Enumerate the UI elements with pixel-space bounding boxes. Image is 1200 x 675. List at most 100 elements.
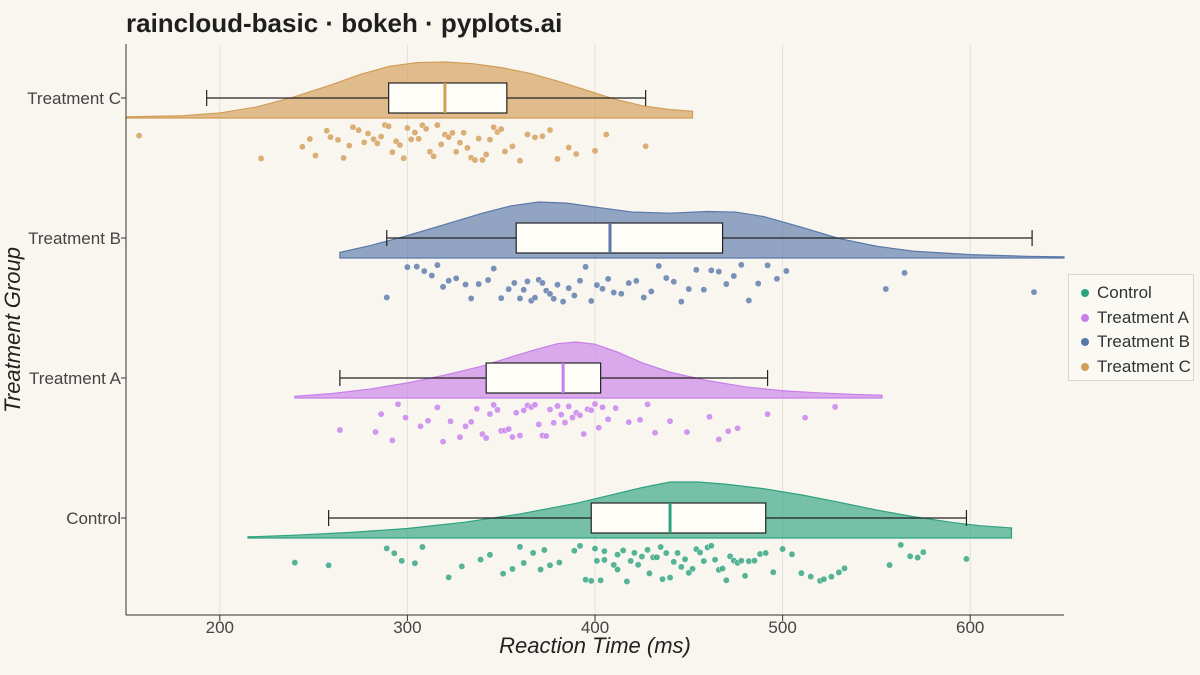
rain-point — [531, 133, 539, 141]
x-axis-title: Reaction Time (ms) — [499, 633, 691, 658]
rain-point — [396, 141, 404, 149]
rain-point — [644, 400, 651, 408]
rain-point — [662, 549, 670, 557]
rain-point — [700, 557, 708, 565]
rain-point — [597, 576, 605, 584]
rain-point — [630, 549, 638, 557]
rain-point — [452, 274, 460, 282]
rain-point — [651, 429, 659, 437]
rain-point — [471, 156, 479, 164]
rain-point — [439, 283, 447, 291]
rain-point — [835, 568, 843, 576]
rain-point — [625, 279, 633, 287]
rain-point — [383, 544, 391, 552]
rain-point — [388, 436, 396, 444]
rain-point — [587, 406, 595, 414]
rain-point — [565, 144, 573, 151]
rain-point — [411, 559, 419, 567]
rain-point — [312, 152, 319, 159]
rain-point — [674, 549, 681, 557]
rain-point — [726, 552, 734, 560]
rain-point — [734, 424, 742, 432]
rain-point — [559, 298, 567, 306]
rain-point — [512, 409, 520, 417]
legend-item[interactable]: Treatment C — [1081, 355, 1193, 380]
legend-label: Treatment C — [1097, 356, 1191, 376]
rain-point — [645, 569, 653, 577]
rain-point — [593, 557, 601, 565]
rain-point — [762, 549, 770, 557]
rain-point — [430, 152, 438, 160]
rain-point — [298, 143, 306, 151]
iqr-box — [590, 502, 767, 534]
rain-point — [593, 281, 601, 289]
legend-swatch — [1081, 289, 1089, 298]
rain-point — [467, 418, 475, 426]
rain-point — [897, 541, 905, 549]
rain-point — [539, 132, 546, 140]
rain-point — [591, 545, 599, 553]
rain-point — [388, 148, 396, 156]
rain-point — [724, 427, 732, 435]
rain-point — [600, 556, 608, 564]
rain-point — [535, 420, 543, 428]
rain-point — [478, 156, 486, 164]
rain-point — [417, 422, 424, 430]
rain-point — [722, 576, 730, 584]
rain-point — [820, 575, 828, 583]
x-tick-label: 500 — [768, 618, 796, 637]
rain-point — [437, 140, 445, 148]
rain-point — [632, 277, 640, 285]
rain-point — [546, 406, 554, 413]
rain-point — [524, 277, 531, 285]
legend-item[interactable]: Treatment B — [1081, 330, 1193, 355]
rain-point — [719, 565, 727, 573]
legend-swatch — [1081, 338, 1089, 347]
rain-point — [428, 272, 436, 280]
legend-item[interactable]: Treatment A — [1081, 306, 1193, 331]
rain-point — [364, 130, 372, 137]
rain-point — [460, 129, 468, 137]
rain-point — [529, 549, 537, 557]
rain-point — [462, 281, 470, 288]
rain-point — [602, 131, 610, 138]
rain-point — [576, 542, 584, 550]
rain-point — [919, 548, 927, 556]
rain-point — [458, 562, 466, 570]
rain-point — [666, 574, 674, 582]
rain-point — [754, 280, 762, 287]
rain-point — [886, 561, 893, 569]
rain-point — [505, 425, 513, 433]
rain-point — [797, 569, 805, 577]
rain-point — [135, 132, 143, 140]
rain-point — [452, 148, 460, 156]
rain-point — [456, 139, 464, 147]
rain-point — [670, 558, 678, 566]
legend-item[interactable]: Control — [1081, 281, 1193, 306]
rain-point — [433, 121, 441, 129]
rain-point — [773, 275, 781, 283]
rain-point — [572, 150, 580, 158]
rain-point — [403, 263, 411, 271]
rain-point — [600, 547, 608, 555]
rain-point — [707, 266, 715, 274]
rain-point — [484, 276, 492, 284]
rain-point — [737, 557, 745, 565]
rain-point — [475, 280, 483, 288]
legend: Control Treatment A Treatment B Treatment C — [1068, 274, 1194, 381]
rain-point — [807, 573, 815, 581]
rain-point — [554, 281, 561, 289]
y-tick-label: Treatment B — [28, 229, 121, 248]
rain-point — [411, 129, 419, 136]
rain-point — [711, 556, 719, 564]
rain-point — [398, 557, 406, 565]
legend-label: Control — [1097, 283, 1152, 303]
iqr-box — [515, 222, 724, 254]
rain-point — [906, 552, 914, 560]
rain-point — [323, 127, 331, 135]
rain-point — [595, 424, 603, 432]
rain-point — [561, 419, 569, 427]
rain-point — [636, 416, 644, 424]
y-tick-label: Treatment A — [29, 369, 122, 388]
